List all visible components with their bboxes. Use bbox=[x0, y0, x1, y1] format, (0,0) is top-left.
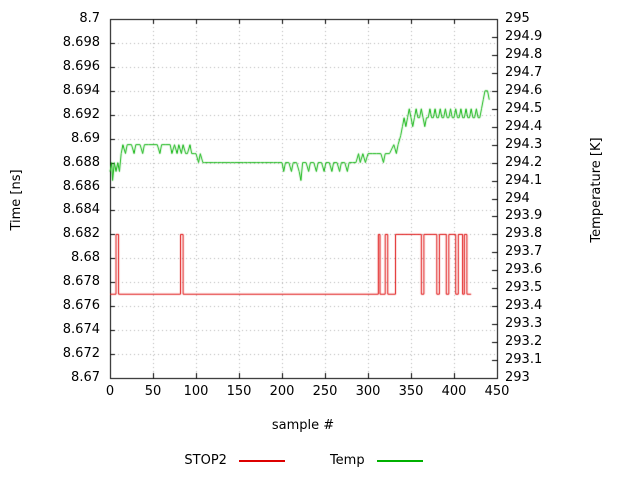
legend-item-temp: Temp bbox=[330, 453, 423, 469]
y-axis-label-left: Time [ns] bbox=[9, 169, 24, 231]
y-left-tick-label: 8.68 bbox=[71, 250, 100, 266]
y-left-tick-label: 8.686 bbox=[62, 178, 100, 194]
y-right-tick-label: 293.5 bbox=[505, 280, 543, 296]
x-tick-label: 200 bbox=[269, 384, 295, 399]
y-right-tick-label: 294.4 bbox=[505, 118, 543, 134]
legend-label-temp: Temp bbox=[329, 453, 365, 468]
y-right-tick-label: 294.6 bbox=[505, 82, 543, 98]
y-right-tick-label: 294.5 bbox=[505, 100, 543, 116]
y-right-tick-label: 293.7 bbox=[505, 244, 543, 260]
y-right-tick-label: 293.9 bbox=[505, 208, 543, 224]
legend-line-swatch-temp bbox=[376, 460, 423, 462]
y-right-tick-label: 294.7 bbox=[505, 64, 543, 80]
y-left-tick-label: 8.684 bbox=[62, 202, 100, 218]
y-right-tick-label: 293 bbox=[505, 370, 530, 385]
x-tick-label: 100 bbox=[183, 384, 209, 399]
y-right-tick-label: 294 bbox=[505, 190, 530, 206]
y-left-tick-label: 8.696 bbox=[62, 58, 100, 74]
y-left-tick-label: 8.678 bbox=[62, 274, 100, 290]
y-left-tick-label: 8.672 bbox=[62, 346, 100, 362]
y-left-tick-label: 8.69 bbox=[71, 130, 100, 146]
legend-item-stop2: STOP2 bbox=[184, 453, 285, 469]
legend-label-stop2: STOP2 bbox=[184, 453, 227, 468]
y-right-tick-label: 295 bbox=[505, 11, 530, 26]
y-left-tick-label: 8.692 bbox=[62, 106, 100, 122]
y-left-tick-label: 8.698 bbox=[62, 34, 100, 50]
y-right-tick-label: 293.8 bbox=[505, 226, 543, 242]
y-left-tick-label: 8.676 bbox=[62, 298, 100, 314]
y-left-tick-label: 8.674 bbox=[62, 322, 100, 338]
x-tick-label: 50 bbox=[144, 384, 162, 399]
x-tick-label: 150 bbox=[226, 384, 252, 399]
y-left-tick-label: 8.688 bbox=[62, 154, 100, 170]
x-tick-label: 400 bbox=[441, 384, 467, 399]
x-tick-label: 250 bbox=[312, 384, 338, 399]
y-right-tick-label: 294.2 bbox=[505, 154, 543, 170]
y-right-tick-label: 293.4 bbox=[505, 298, 543, 314]
x-tick-label: 300 bbox=[355, 384, 381, 399]
x-tick-label: 450 bbox=[484, 384, 510, 399]
y-right-tick-label: 293.1 bbox=[505, 352, 543, 368]
y-left-tick-label: 8.682 bbox=[62, 226, 100, 242]
x-tick-label: 350 bbox=[398, 384, 424, 399]
y-right-tick-label: 293.2 bbox=[505, 334, 543, 350]
y-right-tick-label: 293.3 bbox=[505, 316, 543, 332]
y-left-tick-label: 8.7 bbox=[79, 11, 100, 26]
y-left-tick-label: 8.67 bbox=[71, 370, 100, 385]
y-left-tick-label: 8.694 bbox=[62, 82, 100, 98]
x-tick-label: 0 bbox=[105, 384, 115, 399]
legend-line-swatch-stop2 bbox=[238, 460, 285, 462]
y-right-tick-label: 294.9 bbox=[505, 28, 543, 44]
y-right-tick-label: 294.3 bbox=[505, 136, 543, 152]
legend: STOP2 Temp bbox=[110, 453, 497, 469]
y-right-tick-label: 294.1 bbox=[505, 172, 543, 188]
y-axis-label-right: Temperature [K] bbox=[589, 137, 604, 243]
y-right-tick-label: 294.8 bbox=[505, 46, 543, 62]
x-axis-label: sample # bbox=[271, 418, 335, 433]
y-right-tick-label: 293.6 bbox=[505, 262, 543, 278]
